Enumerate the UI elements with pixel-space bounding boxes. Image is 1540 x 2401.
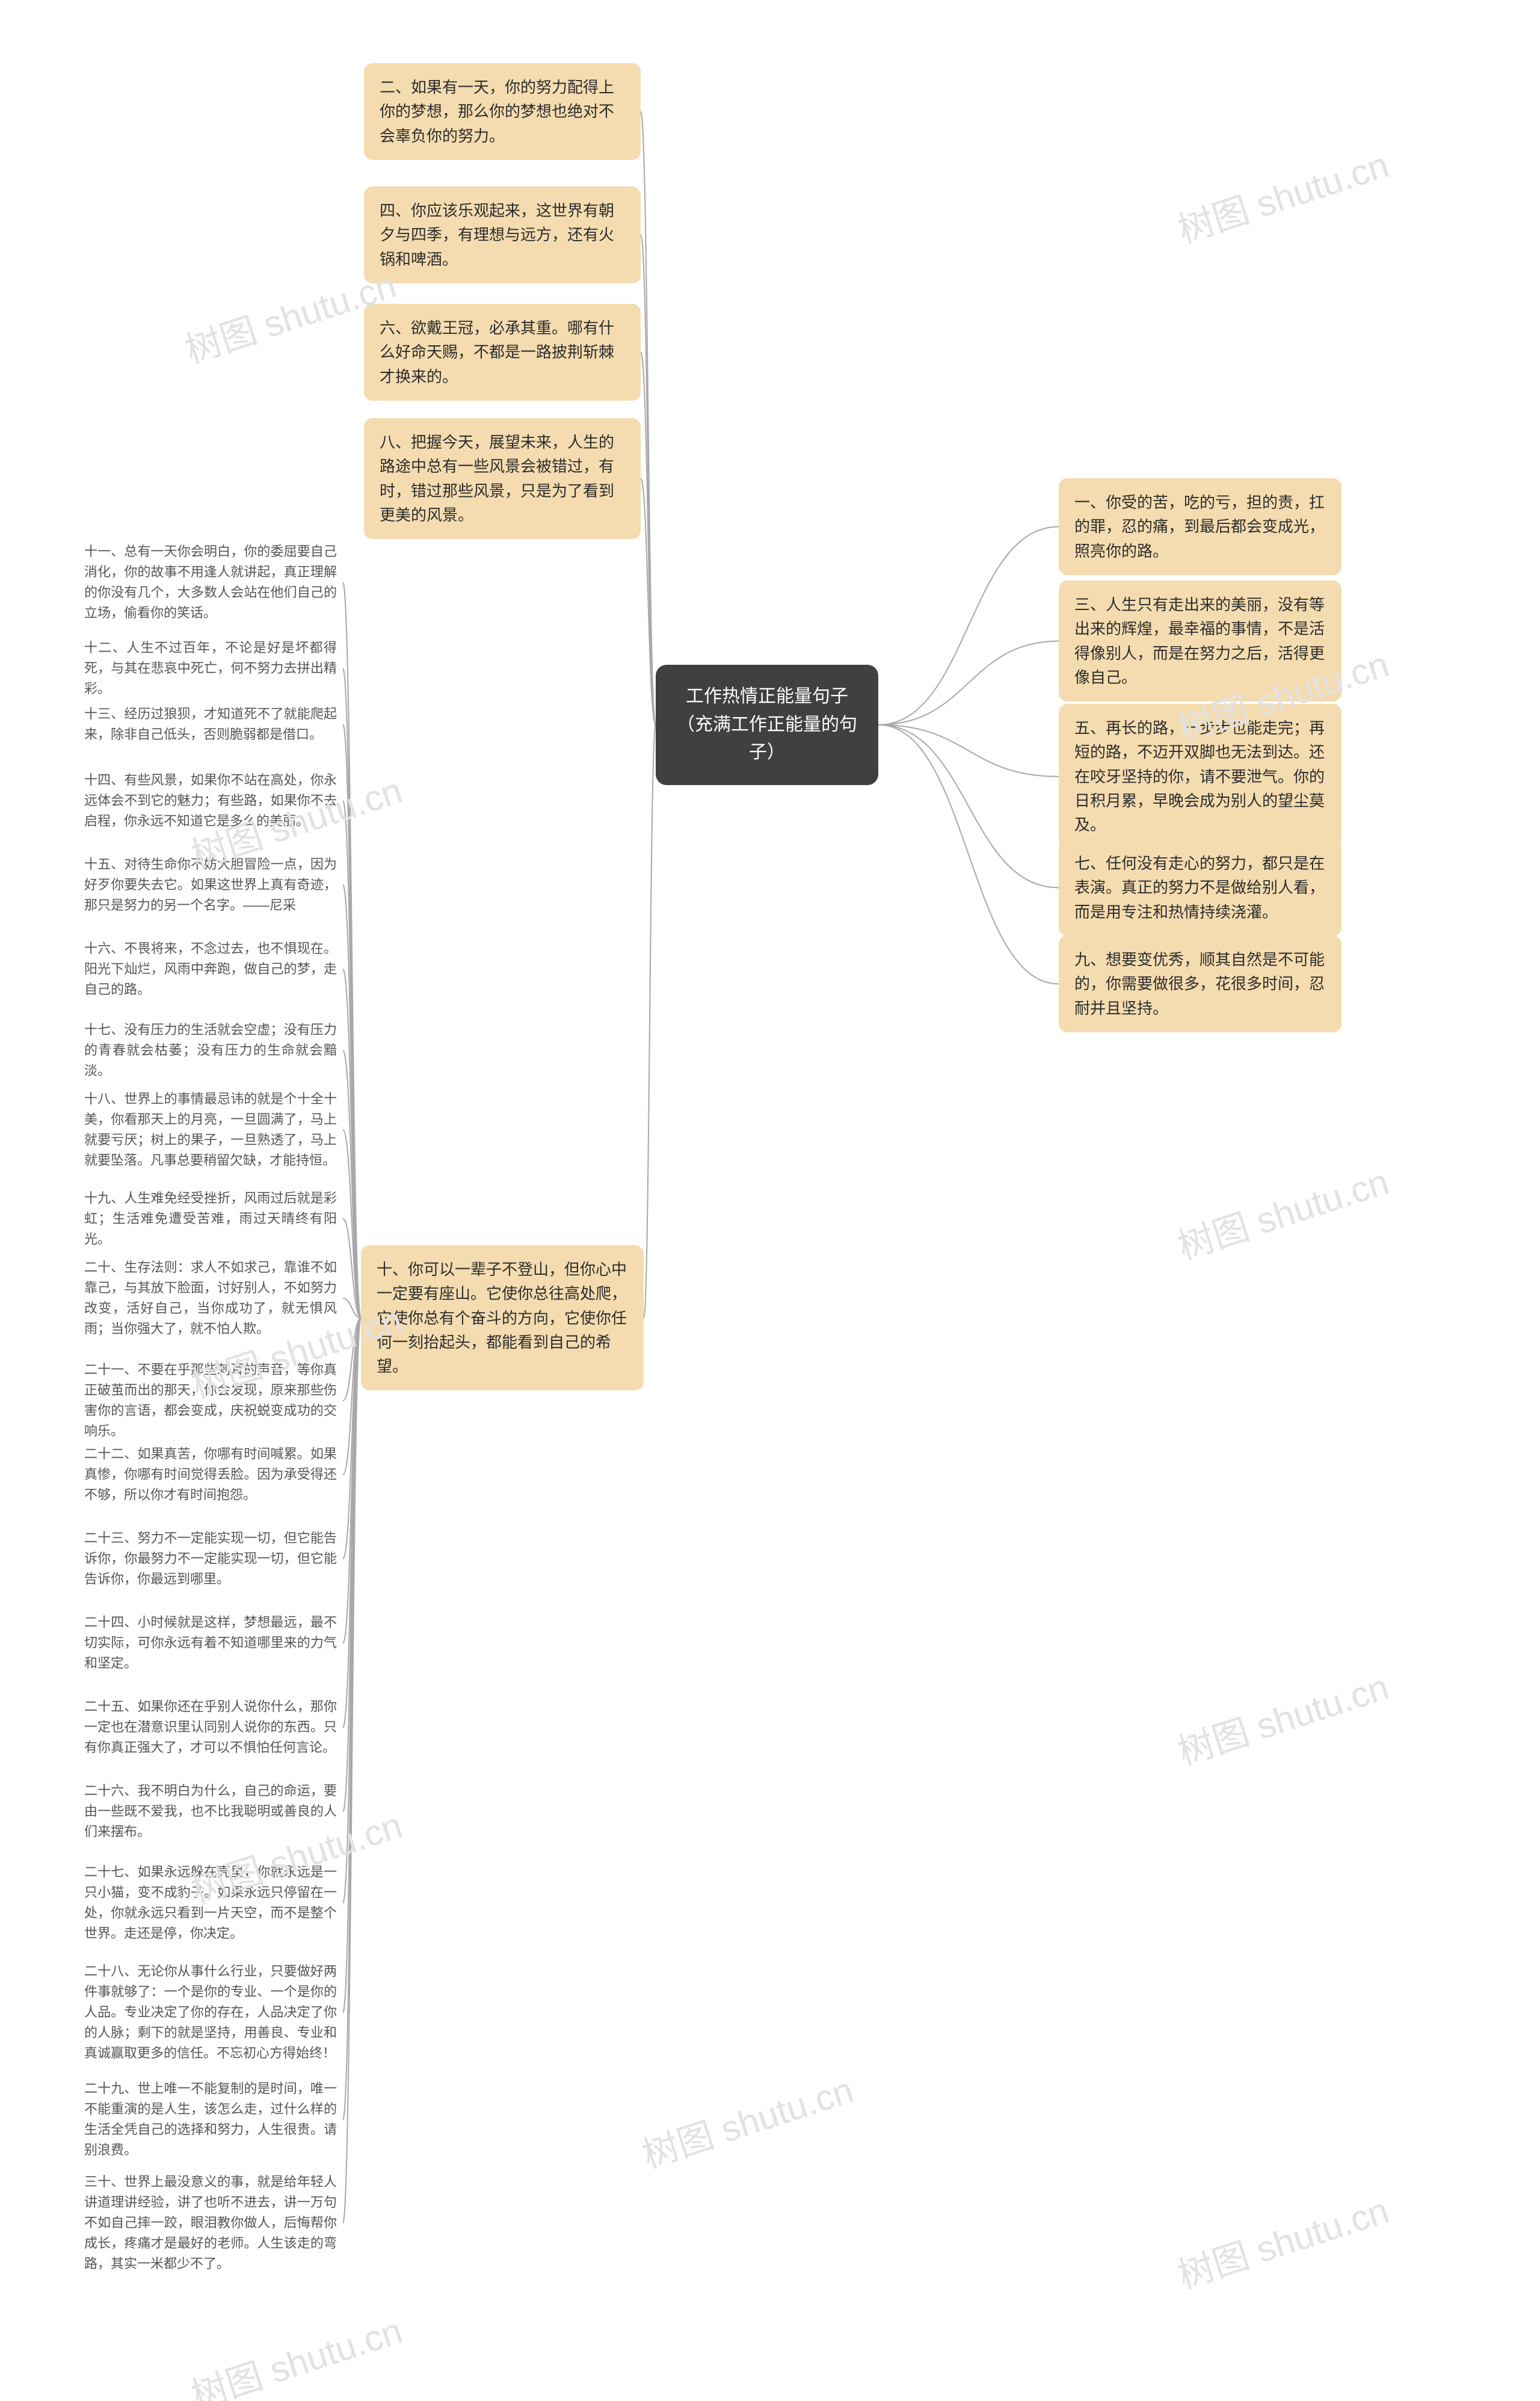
- mindmap-leaf-node: 十九、人生难免经受挫折，风雨过后就是彩虹；生活难免遭受苦难，雨过天晴终有阳光。: [84, 1188, 337, 1250]
- watermark-text: 树图 shutu.cn: [1170, 1153, 1394, 1270]
- watermark-text: 树图 shutu.cn: [1170, 2181, 1394, 2299]
- watermark-text: 树图 shutu.cn: [1170, 1658, 1394, 1775]
- mindmap-branch-node: 七、任何没有走心的努力，都只是在表演。真正的努力不是做给别人看，而是用专注和热情…: [1059, 839, 1341, 936]
- watermark-text: 树图 shutu.cn: [183, 2302, 408, 2401]
- watermark-text: 树图 shutu.cn: [1170, 136, 1394, 253]
- mindmap-leaf-node: 十五、对待生命你不妨大胆冒险一点，因为好歹你要失去它。如果这世界上真有奇迹，那只…: [84, 854, 337, 916]
- mindmap-leaf-node: 十七、没有压力的生活就会空虚；没有压力的青春就会枯萎；没有压力的生命就会黯淡。: [84, 1020, 337, 1081]
- mindmap-branch-node: 三、人生只有走出来的美丽，没有等出来的辉煌，最幸福的事情，不是活得像别人，而是在…: [1059, 581, 1341, 701]
- mindmap-leaf-node: 十六、不畏将来，不念过去，也不惧现在。阳光下灿烂，风雨中奔跑，做自己的梦，走自己…: [84, 939, 337, 1000]
- mindmap-branch-node: 九、想要变优秀，顺其自然是不可能的，你需要做很多，花很多时间，忍耐并且坚持。: [1059, 935, 1341, 1032]
- mindmap-leaf-node: 三十、世界上最没意义的事，就是给年轻人讲道理讲经验，讲了也听不进去，讲一万句不如…: [84, 2172, 337, 2274]
- mindmap-leaf-node: 十八、世界上的事情最忌讳的就是个十全十美，你看那天上的月亮，一旦圆满了，马上就要…: [84, 1089, 337, 1171]
- watermark-text: 树图 shutu.cn: [635, 2061, 859, 2178]
- mindmap-branch-node: 十、你可以一辈子不登山，但你心中一定要有座山。它使你总往高处爬，它使你总有个奋斗…: [361, 1245, 644, 1390]
- mindmap-leaf-node: 十三、经历过狼狈，才知道死不了就能爬起来，除非自己低头，否则脆弱都是借口。: [84, 704, 337, 745]
- mindmap-leaf-node: 二十六、我不明白为什么，自己的命运，要由一些既不爱我，也不比我聪明或善良的人们来…: [84, 1781, 337, 1842]
- mindmap-leaf-node: 二十九、世上唯一不能复制的是时间，唯一不能重演的是人生，该怎么走，过什么样的生活…: [84, 2079, 337, 2160]
- mindmap-leaf-node: 二十三、努力不一定能实现一切，但它能告诉你，你最努力不一定能实现一切，但它能告诉…: [84, 1528, 337, 1589]
- mindmap-branch-node: 六、欲戴王冠，必承其重。哪有什么好命天赐，不都是一路披荆斩棘才换来的。: [364, 304, 641, 401]
- mindmap-leaf-node: 二十一、不要在乎那些刺耳的声音，等你真正破茧而出的那天，你会发现，原来那些伤害你…: [84, 1360, 337, 1441]
- mindmap-branch-node: 四、你应该乐观起来，这世界有朝夕与四季，有理想与远方，还有火锅和啤酒。: [364, 186, 641, 283]
- mindmap-leaf-node: 十二、人生不过百年，不论是好是坏都得死，与其在悲哀中死亡，何不努力去拼出精彩。: [84, 638, 337, 699]
- mindmap-leaf-node: 二十二、如果真苦，你哪有时间喊累。如果真惨，你哪有时间觉得丢脸。因为承受得还不够…: [84, 1444, 337, 1505]
- mindmap-leaf-node: 二十四、小时候就是这样，梦想最远，最不切实际，可你永远有着不知道哪里来的力气和坚…: [84, 1612, 337, 1674]
- mindmap-leaf-node: 二十、生存法则：求人不如求己，靠谁不如靠己，与其放下脸面，讨好别人，不如努力改变…: [84, 1257, 337, 1339]
- mindmap-leaf-node: 二十七、如果永远躲在壳里，你就永远是一只小猫，变不成豹子。如果永远只停留在一处，…: [84, 1862, 337, 1944]
- mindmap-branch-node: 二、如果有一天，你的努力配得上你的梦想，那么你的梦想也绝对不会辜负你的努力。: [364, 63, 641, 160]
- mindmap-branch-node: 一、你受的苦，吃的亏，担的责，扛的罪，忍的痛，到最后都会变成光，照亮你的路。: [1059, 478, 1341, 575]
- mindmap-center-node: 工作热情正能量句子（充满工作正能量的句子）: [656, 665, 878, 785]
- mindmap-branch-node: 八、把握今天，展望未来，人生的路途中总有一些风景会被错过，有时，错过那些风景，只…: [364, 418, 641, 539]
- mindmap-leaf-node: 二十五、如果你还在乎别人说你什么，那你一定也在潜意识里认同别人说你的东西。只有你…: [84, 1697, 337, 1758]
- mindmap-leaf-node: 十四、有些风景，如果你不站在高处，你永远体会不到它的魅力；有些路，如果你不去启程…: [84, 770, 337, 831]
- mindmap-leaf-node: 二十八、无论你从事什么行业，只要做好两件事就够了：一个是你的专业、一个是你的人品…: [84, 1961, 337, 2064]
- mindmap-branch-node: 五、再长的路，一步步也能走完；再短的路，不迈开双脚也无法到达。还在咬牙坚持的你，…: [1059, 704, 1341, 849]
- mindmap-leaf-node: 十一、总有一天你会明白，你的委屈要自己消化，你的故事不用逢人就讲起，真正理解的你…: [84, 541, 337, 623]
